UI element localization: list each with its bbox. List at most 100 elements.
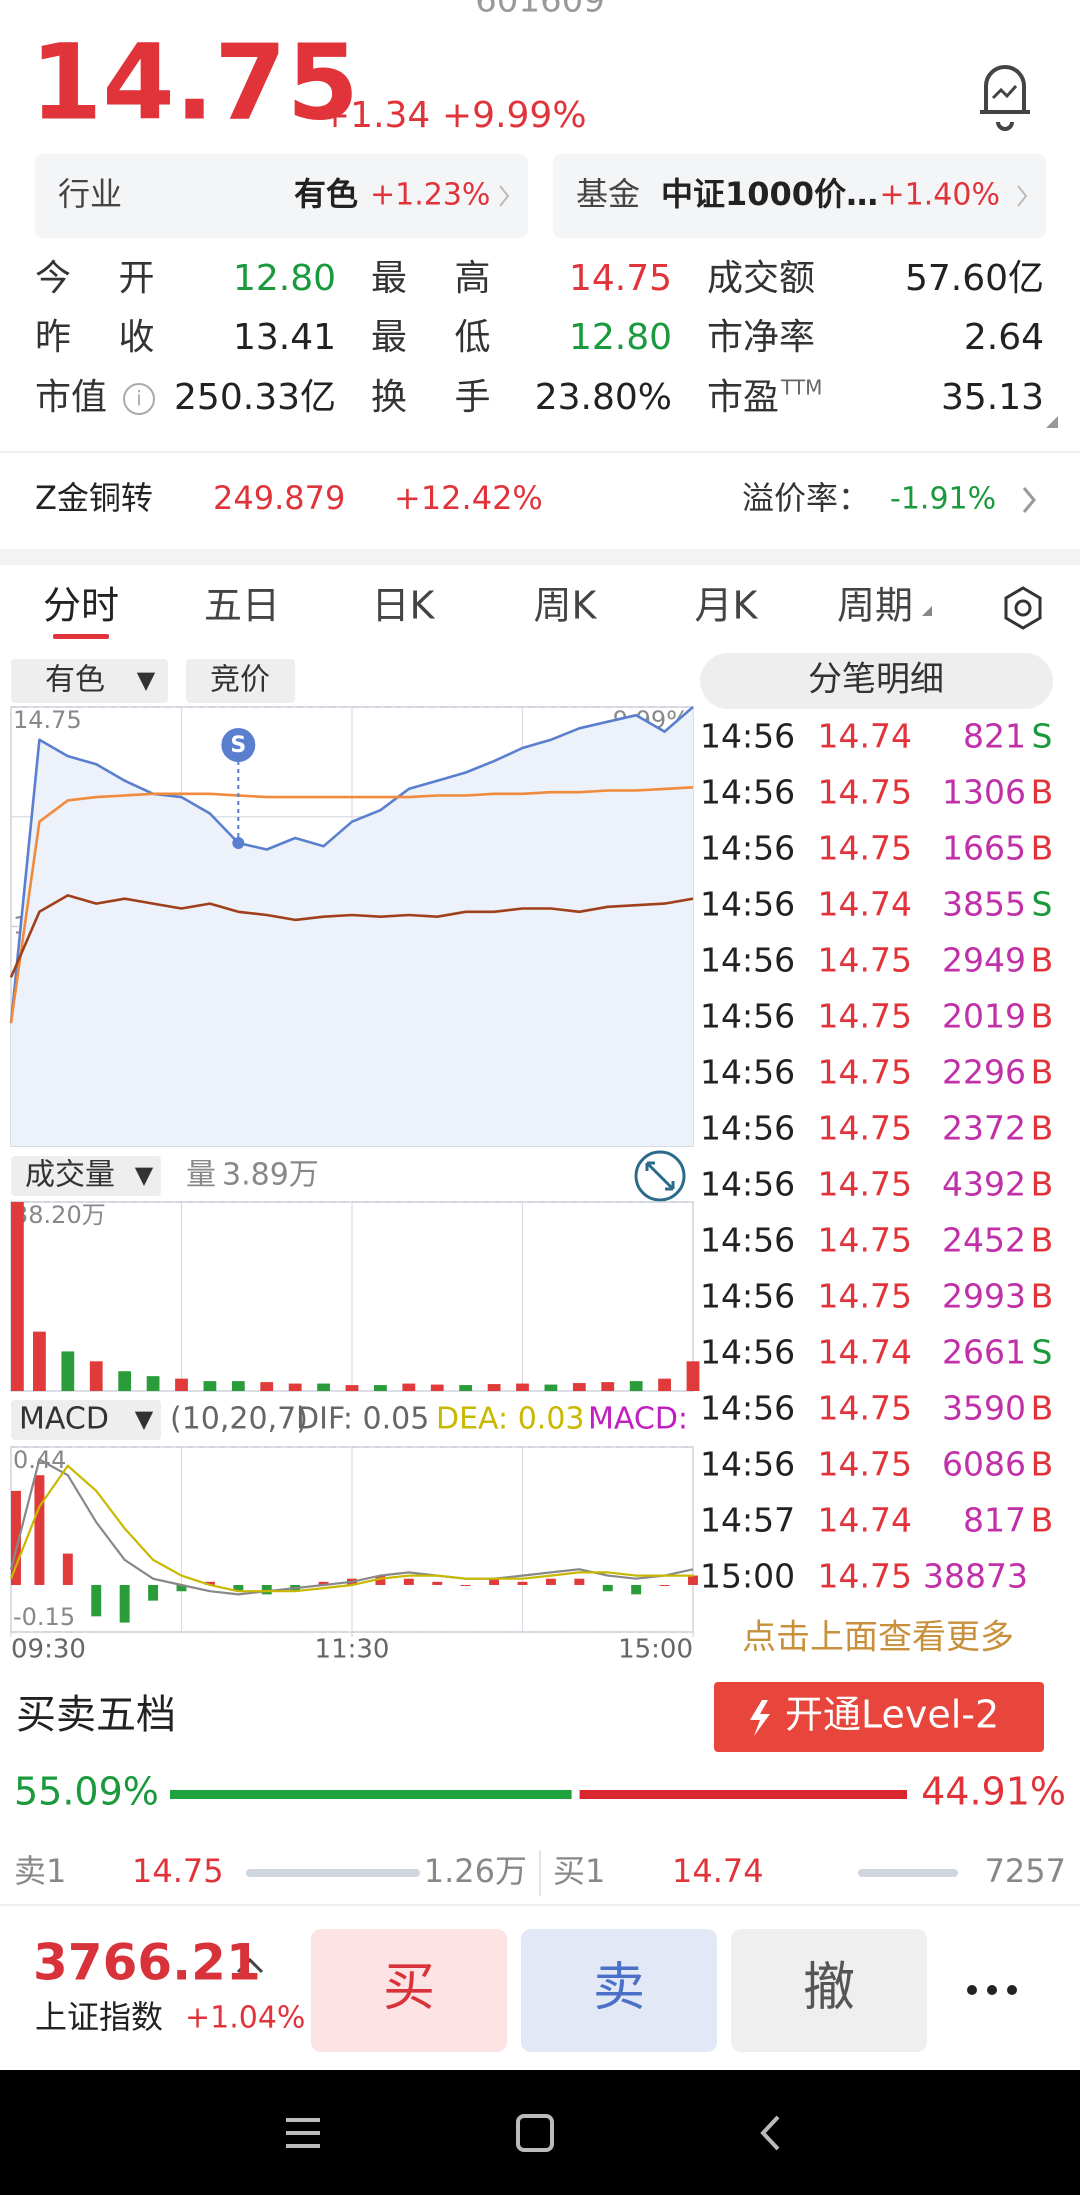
trade-price: 14.74: [818, 1333, 912, 1372]
settings-icon[interactable]: [1004, 586, 1042, 630]
indicator-line: [9, 1457, 694, 1596]
buy-button[interactable]: [311, 1929, 507, 2052]
price-change-pct: +9.99%: [442, 95, 587, 136]
volume-bar: [288, 1383, 302, 1391]
chevron: [1017, 185, 1028, 207]
nav-bar: [0, 2070, 1080, 2195]
indicator-line: [9, 1464, 693, 1593]
info-icon[interactable]: [123, 383, 155, 415]
trade-side: B: [1031, 1221, 1054, 1260]
macd-bar: [176, 1584, 187, 1592]
auction-label: 竞价: [210, 663, 270, 698]
stat-label: 市盈: [707, 377, 779, 418]
macd-bar: [403, 1578, 414, 1585]
sector-label: 行业: [58, 175, 122, 213]
trade-volume: 4392: [942, 1165, 1026, 1204]
info-icon-mark: i: [136, 387, 142, 411]
trade-side: B: [1031, 997, 1054, 1036]
trade-price: 14.75: [818, 1277, 912, 1316]
stat-value: 2.64: [964, 317, 1044, 358]
volume-bar: [459, 1385, 473, 1391]
sector-select[interactable]: [11, 659, 168, 703]
chart-tab[interactable]: 五日: [204, 584, 280, 628]
series-line: [9, 894, 694, 978]
chart-tab[interactable]: 周期: [837, 584, 913, 628]
legend-dif: DIF: 0.05: [296, 1402, 429, 1437]
trade-side: B: [1031, 1445, 1054, 1484]
chart-tab[interactable]: 月K: [695, 584, 759, 628]
alert-button[interactable]: [980, 65, 1030, 131]
more-button[interactable]: [967, 1985, 1017, 1995]
series-line: [9, 786, 694, 1024]
trade-price: 14.75: [818, 1109, 912, 1148]
trade-price: 14.75: [818, 1557, 912, 1596]
trade-price: 14.75: [818, 1053, 912, 1092]
premium-value: -1.91%: [890, 482, 996, 517]
volume-title: 成交量: [25, 1158, 115, 1193]
chart-tab[interactable]: 周K: [534, 584, 598, 628]
trade-time: 14:56: [700, 1333, 795, 1372]
more-link[interactable]: 点击上面查看更多: [742, 1618, 1014, 1658]
trade-time: 14:56: [700, 1053, 795, 1092]
sector-box[interactable]: [553, 154, 1046, 238]
auction-button[interactable]: [186, 659, 295, 703]
sell-label: 卖: [593, 1958, 645, 2018]
divider: [0, 1904, 1080, 1906]
dropdown-arrow: ▼: [137, 666, 156, 694]
indicator-params: (10,20,7): [170, 1402, 308, 1437]
stat-value: 250.33亿: [174, 377, 336, 418]
stat-label: 昨 收: [35, 317, 154, 358]
volume-bar: [572, 1383, 586, 1391]
trade-volume: 3855: [942, 885, 1026, 924]
x-tick-label: 09:30: [11, 1635, 86, 1665]
chevron[interactable]: [1022, 487, 1036, 513]
macd-bar: [460, 1584, 471, 1586]
indicator-select[interactable]: [11, 1400, 161, 1440]
volume-select[interactable]: [11, 1156, 161, 1196]
nav-back[interactable]: [760, 2115, 780, 2151]
trade-time: 15:00: [700, 1557, 795, 1596]
volume-bar: [260, 1382, 274, 1391]
sector-pct: +1.23%: [370, 178, 490, 213]
level2-button[interactable]: [714, 1682, 1044, 1752]
bond-price: 249.879: [213, 479, 345, 517]
trade-time: 14:56: [700, 1165, 795, 1204]
macd-bar: [233, 1584, 244, 1592]
stat-label: 今 开: [35, 258, 154, 299]
cancel-button[interactable]: [731, 1929, 927, 2052]
detail-pill[interactable]: [700, 653, 1053, 709]
stat-label: 市净率: [707, 317, 815, 358]
trade-price: 14.74: [818, 1501, 912, 1540]
volume-bar: [374, 1385, 387, 1391]
bid-label: 买1: [553, 1852, 605, 1890]
nav-home[interactable]: [516, 2114, 554, 2152]
trade-time: 14:56: [700, 829, 795, 868]
chevron: [499, 185, 510, 207]
chart-tab[interactable]: 分时: [43, 584, 119, 628]
dropdown-arrow: ▼: [135, 1161, 154, 1189]
expand-icon[interactable]: [634, 1150, 686, 1202]
depth-bar: [858, 1869, 958, 1877]
expand-ring: [634, 1150, 686, 1202]
index-value[interactable]: 3766.21: [33, 1934, 261, 1992]
ask-price: 14.75: [132, 1852, 224, 1890]
sell-ratio-label: 44.91%: [921, 1770, 1066, 1814]
nav-menu[interactable]: [286, 2118, 320, 2148]
trade-time: 14:56: [700, 773, 795, 812]
volume-bar: [61, 1351, 75, 1391]
trade-time: 14:56: [700, 1389, 795, 1428]
chart-tab[interactable]: 日K: [372, 584, 436, 628]
trade-volume: 2452: [942, 1221, 1026, 1260]
trade-time: 14:57: [700, 1501, 795, 1540]
volume-bar: [601, 1382, 615, 1391]
sector-box[interactable]: [35, 154, 528, 238]
macd-bar: [204, 1581, 215, 1585]
volume-bar: [544, 1384, 558, 1391]
detail-title: 分笔明细: [808, 660, 944, 700]
macd-bar: [91, 1584, 102, 1617]
stat-label-sup: TTM: [780, 376, 822, 400]
trade-side: B: [1031, 1501, 1054, 1540]
signal-marker[interactable]: [221, 728, 256, 762]
settings-icon-core: [1014, 599, 1032, 617]
sell-button[interactable]: [521, 1929, 717, 2052]
